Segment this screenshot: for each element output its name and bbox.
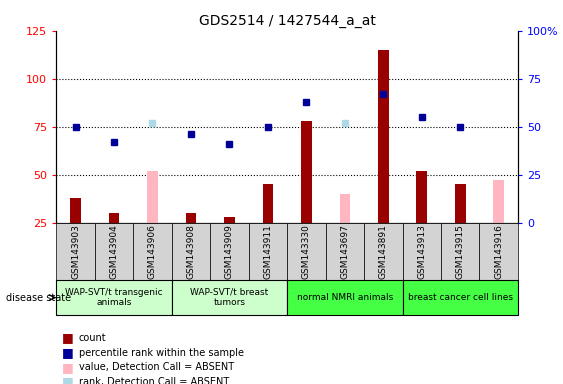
Text: GSM143904: GSM143904 xyxy=(110,224,118,279)
Text: GSM143906: GSM143906 xyxy=(148,224,157,279)
Text: GSM143913: GSM143913 xyxy=(417,224,426,279)
FancyBboxPatch shape xyxy=(403,223,441,280)
Text: GSM143891: GSM143891 xyxy=(379,224,388,279)
Text: ■: ■ xyxy=(62,346,73,359)
FancyBboxPatch shape xyxy=(364,223,403,280)
Bar xyxy=(70,198,81,223)
Text: ■: ■ xyxy=(62,331,73,344)
FancyBboxPatch shape xyxy=(95,223,133,280)
Bar xyxy=(455,184,466,223)
FancyBboxPatch shape xyxy=(133,223,172,280)
Text: GSM143697: GSM143697 xyxy=(341,224,349,279)
Bar xyxy=(417,171,427,223)
Text: ■: ■ xyxy=(62,361,73,374)
Text: value, Detection Call = ABSENT: value, Detection Call = ABSENT xyxy=(79,362,234,372)
Bar xyxy=(301,121,312,223)
Text: GSM143909: GSM143909 xyxy=(225,224,234,279)
Bar xyxy=(493,180,504,223)
Title: GDS2514 / 1427544_a_at: GDS2514 / 1427544_a_at xyxy=(199,14,376,28)
FancyBboxPatch shape xyxy=(210,223,249,280)
Bar xyxy=(147,171,158,223)
Text: breast cancer cell lines: breast cancer cell lines xyxy=(408,293,513,302)
FancyBboxPatch shape xyxy=(287,280,403,315)
Bar xyxy=(339,194,350,223)
Bar xyxy=(262,184,273,223)
Text: GSM143915: GSM143915 xyxy=(456,224,464,279)
Text: disease state: disease state xyxy=(6,293,71,303)
Text: normal NMRI animals: normal NMRI animals xyxy=(297,293,393,302)
FancyBboxPatch shape xyxy=(56,280,172,315)
FancyBboxPatch shape xyxy=(249,223,287,280)
FancyBboxPatch shape xyxy=(287,223,325,280)
Text: GSM143330: GSM143330 xyxy=(302,224,311,279)
FancyBboxPatch shape xyxy=(325,223,364,280)
FancyBboxPatch shape xyxy=(172,280,287,315)
FancyBboxPatch shape xyxy=(56,223,95,280)
FancyBboxPatch shape xyxy=(172,223,210,280)
Text: rank, Detection Call = ABSENT: rank, Detection Call = ABSENT xyxy=(79,377,229,384)
Bar xyxy=(186,213,196,223)
Text: WAP-SVT/t breast
tumors: WAP-SVT/t breast tumors xyxy=(190,288,269,307)
Text: percentile rank within the sample: percentile rank within the sample xyxy=(79,348,244,358)
FancyBboxPatch shape xyxy=(403,280,518,315)
Text: WAP-SVT/t transgenic
animals: WAP-SVT/t transgenic animals xyxy=(65,288,163,307)
Text: GSM143911: GSM143911 xyxy=(263,224,272,279)
Bar xyxy=(378,50,388,223)
Text: GSM143916: GSM143916 xyxy=(494,224,503,279)
Text: GSM143908: GSM143908 xyxy=(186,224,195,279)
Bar xyxy=(109,213,119,223)
FancyBboxPatch shape xyxy=(441,223,480,280)
Text: GSM143903: GSM143903 xyxy=(71,224,80,279)
FancyBboxPatch shape xyxy=(480,223,518,280)
Text: count: count xyxy=(79,333,106,343)
Text: ■: ■ xyxy=(62,375,73,384)
Bar xyxy=(224,217,235,223)
